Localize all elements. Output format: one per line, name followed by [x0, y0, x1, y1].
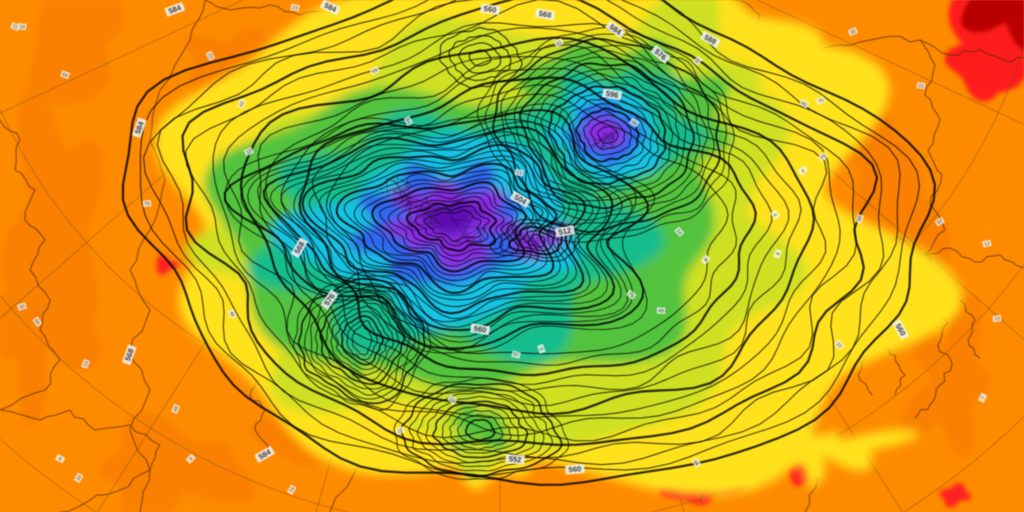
svg-text:560: 560	[483, 4, 497, 15]
svg-text:22: 22	[918, 83, 924, 90]
svg-text:48: 48	[658, 308, 664, 314]
svg-text:78: 78	[144, 201, 150, 208]
svg-text:560: 560	[568, 464, 581, 474]
svg-text:552: 552	[508, 454, 521, 464]
svg-text:19: 19	[19, 24, 26, 31]
